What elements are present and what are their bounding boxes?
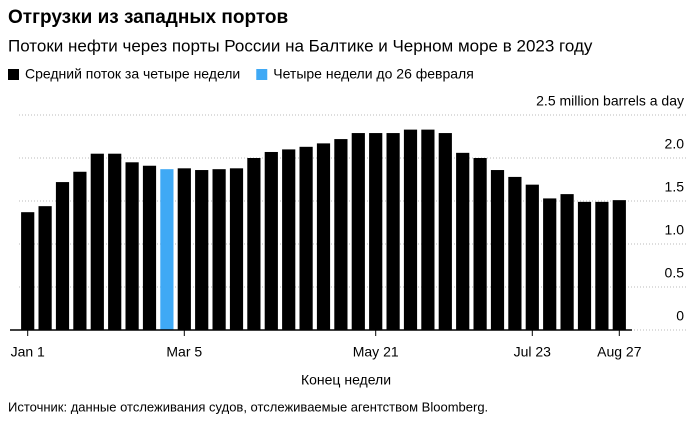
bar bbox=[543, 198, 557, 330]
bar bbox=[108, 153, 122, 330]
bar bbox=[386, 133, 400, 330]
x-tick-label: Aug 27 bbox=[597, 344, 642, 360]
x-tick-label: Jul 23 bbox=[514, 344, 552, 360]
source-note: Источник: данные отслеживания судов, отс… bbox=[8, 399, 488, 414]
y-tick-label: 1.0 bbox=[665, 222, 685, 238]
bar bbox=[142, 165, 157, 330]
bar bbox=[490, 170, 505, 330]
legend-label: Четыре недели до 26 февраля bbox=[273, 66, 474, 82]
x-tick-label: Mar 5 bbox=[166, 344, 202, 360]
bar bbox=[595, 201, 609, 330]
bar bbox=[351, 133, 365, 330]
bar bbox=[55, 182, 70, 330]
x-tick-label: May 21 bbox=[353, 344, 399, 360]
bar bbox=[177, 168, 191, 330]
legend-label: Средний поток за четыре недели bbox=[25, 66, 240, 82]
bar bbox=[90, 153, 104, 330]
legend-swatch bbox=[256, 69, 268, 80]
legend-swatch bbox=[8, 69, 19, 80]
bar bbox=[195, 170, 209, 330]
bar bbox=[334, 139, 348, 330]
x-axis-label: Конец недели bbox=[301, 372, 391, 388]
bar bbox=[73, 171, 87, 330]
bar bbox=[282, 149, 296, 330]
chart-title: Отгрузки из западных портов bbox=[8, 7, 288, 28]
y-tick-label: 2.5 million barrels a day bbox=[536, 93, 684, 109]
bar bbox=[577, 201, 592, 330]
bar bbox=[264, 151, 278, 330]
bar bbox=[612, 200, 626, 330]
bar bbox=[160, 169, 174, 330]
y-tick-label: 0.5 bbox=[665, 265, 685, 281]
bar bbox=[560, 194, 574, 330]
y-tick-label: 1.5 bbox=[665, 179, 685, 195]
x-tick-label: Jan 1 bbox=[11, 344, 45, 360]
bar bbox=[473, 158, 487, 330]
bar bbox=[438, 133, 452, 330]
y-tick-label: 2.0 bbox=[665, 136, 685, 152]
bar bbox=[125, 162, 139, 330]
bar bbox=[38, 206, 52, 330]
bar bbox=[369, 133, 383, 330]
bar bbox=[316, 143, 331, 330]
chart-subtitle: Потоки нефти через порты России на Балти… bbox=[8, 36, 593, 55]
bar bbox=[299, 146, 313, 330]
bar bbox=[525, 184, 539, 330]
y-tick-label: 0 bbox=[676, 308, 684, 324]
bar bbox=[229, 168, 244, 330]
bar bbox=[421, 129, 435, 330]
bar bbox=[403, 129, 418, 330]
bar bbox=[212, 169, 226, 330]
bar bbox=[456, 152, 470, 330]
bar bbox=[247, 158, 261, 330]
bar bbox=[21, 212, 35, 330]
bar bbox=[508, 176, 522, 330]
